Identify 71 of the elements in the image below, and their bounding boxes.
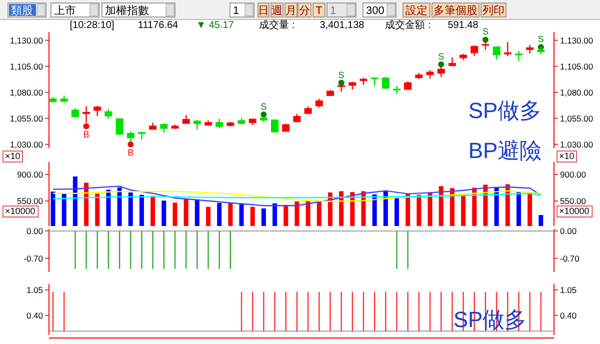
candlestick [216, 118, 224, 129]
y2-tick-label: 1,030.00 [560, 139, 594, 150]
text: 上市 [54, 4, 76, 17]
y-tick-label: 1,055.00 [10, 113, 44, 124]
point [128, 141, 134, 148]
y2-tick-label: 1,105.00 [560, 61, 594, 72]
point [260, 112, 267, 118]
data-label: B [128, 147, 134, 158]
text: 成交量 : [259, 19, 295, 31]
line-series [52, 190, 542, 202]
y-tick-label: 1,130.00 [10, 35, 44, 46]
text: 類股 [11, 5, 33, 17]
text: 成交金額 : [385, 19, 431, 31]
data-label: S [260, 102, 267, 112]
text: 3,401,138 [320, 20, 365, 31]
point [83, 123, 90, 130]
y-tick-label: 900.00 [17, 169, 44, 180]
data-label: B [83, 129, 90, 140]
annotation: SP做多 [468, 98, 542, 123]
text: [10:28:10] [70, 20, 114, 31]
text: 1 [233, 5, 240, 17]
y-tick-label: 0.40 [26, 310, 44, 320]
candlestick [504, 41, 512, 57]
text: ×10000 [5, 206, 36, 216]
text: 300 [366, 5, 384, 17]
text: 1 [330, 5, 336, 17]
y2-tick-label: 1,055.00 [560, 113, 594, 124]
y-tick-label: -0.70 [24, 253, 44, 264]
text: 週 [272, 5, 282, 17]
candlestick [160, 122, 168, 134]
y-tick-label: 0.00 [26, 226, 44, 236]
y2-tick-label: -0.70 [560, 253, 580, 264]
candlestick [271, 118, 279, 133]
candlestick [94, 105, 102, 117]
candlestick [138, 130, 146, 140]
data-label: S [538, 34, 544, 44]
candlestick [193, 119, 201, 130]
text: 日 [258, 5, 269, 17]
y2-tick-label: 1.05 [560, 284, 577, 295]
candlestick [104, 108, 112, 120]
y2-tick-label: 0.00 [560, 226, 577, 236]
text: ▼ 45.17 [196, 20, 234, 31]
y2-tick-label: 1,130.00 [560, 35, 594, 46]
text: 591.48 [448, 20, 479, 31]
y-tick-label: 1,080.00 [10, 87, 44, 98]
y2-tick-label: 900.00 [560, 169, 586, 180]
text: ×10000 [559, 206, 590, 216]
y-tick-label: 1.05 [26, 284, 44, 295]
data-label: S [338, 70, 344, 80]
text: ×10 [5, 151, 20, 161]
text: 加權指數 [105, 4, 149, 17]
candlestick [470, 45, 478, 56]
text: ×10 [559, 151, 574, 161]
y2-tick-label: 0.40 [560, 310, 577, 320]
y-tick-label: 1,030.00 [10, 139, 44, 150]
data-label: S [482, 26, 488, 37]
y2-tick-label: 550.00 [560, 196, 586, 206]
point [438, 61, 444, 68]
y2-tick-label: 1,080.00 [560, 87, 594, 98]
text: 月 [286, 5, 296, 17]
y-tick-label: 1,105.00 [10, 61, 44, 72]
point [482, 36, 488, 43]
text: 11176.64 [138, 20, 179, 31]
candlestick [116, 117, 124, 136]
annotation: BP避險 [468, 138, 542, 163]
text: 分 [299, 5, 310, 17]
y-tick-label: 550.00 [17, 196, 44, 206]
data-label: S [438, 51, 444, 62]
candlestick [382, 76, 390, 90]
candlestick [492, 46, 500, 60]
candlestick [514, 50, 522, 62]
